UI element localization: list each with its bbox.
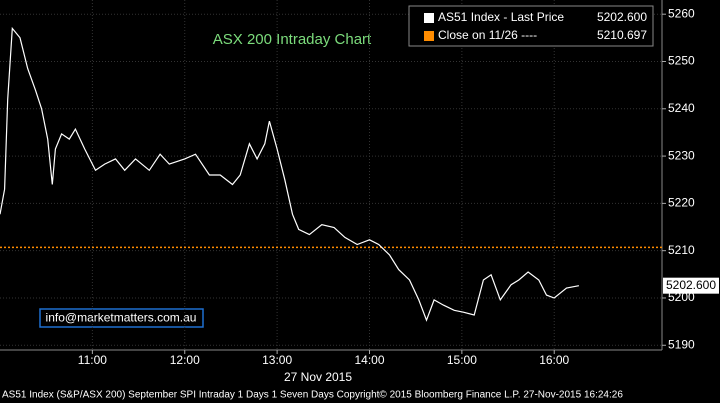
chart-title: ASX 200 Intraday Chart (213, 31, 372, 48)
contact: info@marketmatters.com.au (46, 311, 197, 325)
legend-swatch (424, 13, 434, 23)
contact-box (39, 308, 204, 328)
y-tick-label: 5190 (668, 337, 695, 351)
x-axis-label: 27 Nov 2015 (284, 370, 352, 384)
y-tick-label: 5260 (668, 6, 695, 20)
footer: AS51 Index (S&P/ASX 200) September SPI I… (2, 390, 623, 401)
price-line (0, 26, 580, 322)
legend-value: 5202.600 (597, 10, 647, 24)
x-tick-label: 14:00 (354, 353, 384, 367)
legend-box (408, 5, 654, 47)
legend-label: AS51 Index - Last Price (438, 10, 564, 24)
legend-swatch (424, 31, 434, 41)
y-tick-label: 5210 (668, 243, 695, 257)
x-tick-label: 11:00 (78, 353, 107, 367)
y-tick-label: 5240 (668, 101, 695, 115)
last-price-tag-label: 5202.600 (666, 278, 716, 292)
legend-value: 5210.697 (597, 28, 647, 42)
legend-label: Close on 11/26 ---- (438, 28, 537, 42)
x-tick-label: 15:00 (447, 353, 477, 367)
y-tick-label: 5220 (668, 196, 695, 210)
y-tick-label: 5230 (668, 148, 695, 162)
last-price-tag (663, 277, 719, 294)
y-tick-label: 5250 (668, 54, 695, 68)
x-tick-label: 16:00 (539, 353, 569, 367)
x-tick-label: 12:00 (170, 353, 200, 367)
x-tick-label: 13:00 (262, 353, 292, 367)
